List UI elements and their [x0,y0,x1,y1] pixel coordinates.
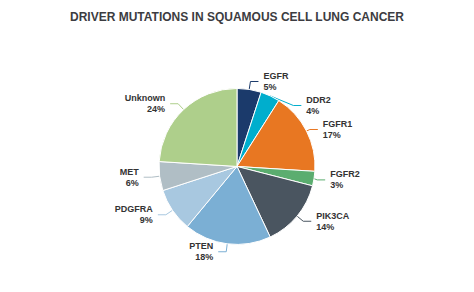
svg-text:4%: 4% [306,106,319,116]
svg-text:FGFR2: FGFR2 [330,169,360,179]
svg-text:DRIVER MUTATIONS IN SQUAMOUS C: DRIVER MUTATIONS IN SQUAMOUS CELL LUNG C… [70,10,404,24]
svg-text:14%: 14% [316,222,334,232]
svg-text:DDR2: DDR2 [306,95,331,105]
svg-text:Unknown: Unknown [125,93,166,103]
svg-text:EGFR: EGFR [263,71,289,81]
svg-text:PDGFRA: PDGFRA [115,204,154,214]
svg-text:3%: 3% [330,180,343,190]
svg-text:17%: 17% [323,130,341,140]
svg-text:FGFR1: FGFR1 [323,119,353,129]
svg-text:6%: 6% [126,178,139,188]
svg-text:MET: MET [120,167,140,177]
svg-text:PTEN: PTEN [189,241,213,251]
svg-text:PIK3CA: PIK3CA [316,211,350,221]
svg-text:9%: 9% [140,215,153,225]
svg-text:18%: 18% [195,252,213,262]
svg-text:5%: 5% [263,82,276,92]
svg-text:24%: 24% [147,104,165,114]
